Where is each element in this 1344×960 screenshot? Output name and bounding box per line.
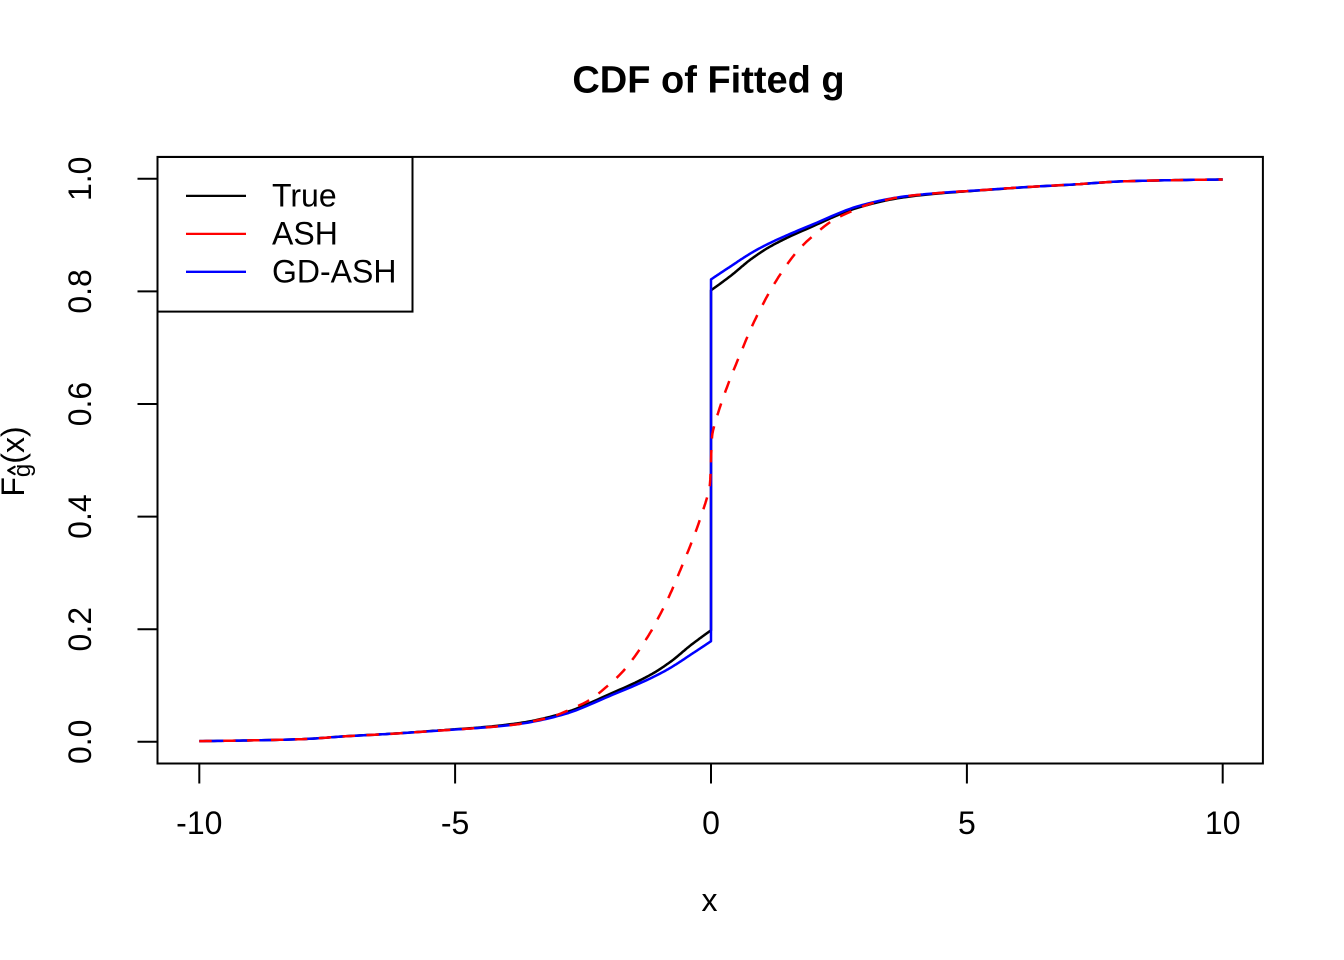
svg-text:0.0: 0.0: [62, 720, 98, 764]
svg-text:-10: -10: [176, 805, 222, 841]
svg-text:5: 5: [958, 805, 976, 841]
svg-text:ASH: ASH: [272, 215, 338, 251]
svg-text:0: 0: [702, 805, 720, 841]
svg-text:GD-ASH: GD-ASH: [272, 253, 396, 289]
svg-text:CDF of Fitted g: CDF of Fitted g: [572, 60, 844, 102]
svg-text:-5: -5: [441, 805, 469, 841]
svg-text:x: x: [702, 882, 718, 918]
svg-text:0.6: 0.6: [62, 382, 98, 426]
svg-text:0.2: 0.2: [62, 607, 98, 651]
svg-text:10: 10: [1205, 805, 1241, 841]
svg-text:0.4: 0.4: [62, 494, 98, 538]
svg-text:1.0: 1.0: [62, 157, 98, 201]
svg-text:0.8: 0.8: [62, 269, 98, 313]
svg-text:Fg(x): Fg(x): [0, 426, 36, 496]
svg-text:True: True: [272, 177, 337, 213]
